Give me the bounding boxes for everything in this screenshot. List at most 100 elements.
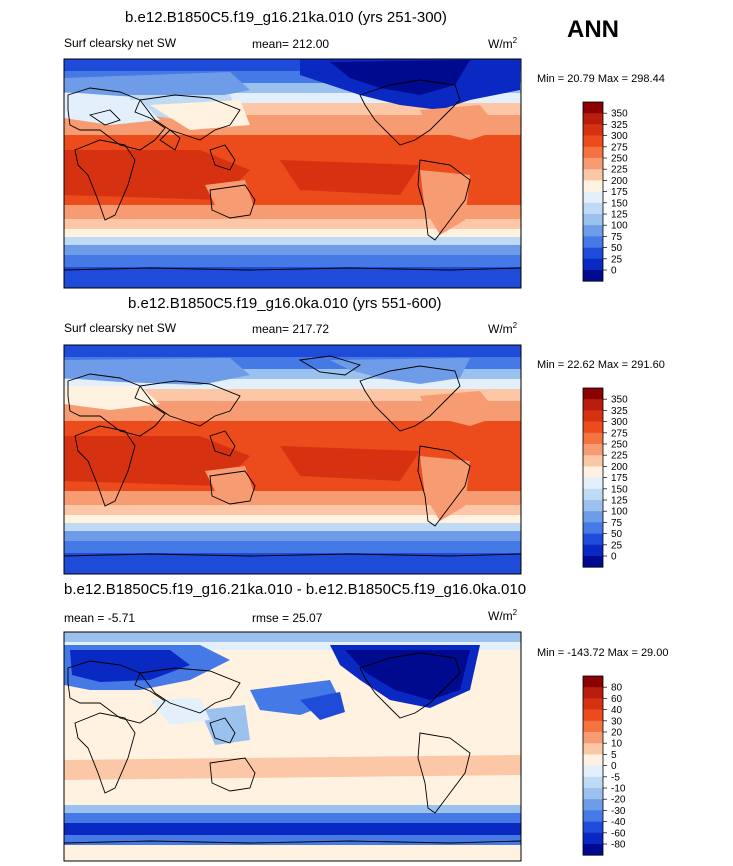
- colorbar-1-tick-label: 100: [611, 221, 628, 232]
- panel-1-minmax: Min = 20.79 Max = 298.44: [537, 73, 665, 85]
- colorbar-2-swatch: [583, 399, 603, 411]
- colorbar-1-tick-label: 225: [611, 165, 628, 176]
- colorbar-3-tick-label: 40: [611, 705, 623, 716]
- colorbar-1-tick-label: 175: [611, 187, 628, 198]
- season-label: ANN: [567, 16, 619, 43]
- colorbar-1-tick-label: 325: [611, 120, 628, 131]
- colorbar-3-swatch: [583, 709, 603, 722]
- colorbar-1-tick-label: 75: [611, 232, 623, 243]
- colorbar-3-swatch: [583, 765, 603, 778]
- colorbar-1-tick-label: 50: [611, 243, 623, 254]
- panel-3-units-text: W/m: [488, 609, 513, 623]
- colorbar-3-swatch: [583, 799, 603, 811]
- panel-2-units: W/m2: [488, 321, 517, 336]
- colorbar-2-swatch: [583, 511, 603, 523]
- colorbar-2-tick-label: 25: [611, 540, 623, 551]
- panel-2-map: [64, 345, 521, 574]
- colorbar-1-tick-label: 25: [611, 254, 623, 265]
- colorbar-1-swatch: [583, 158, 603, 170]
- colorbar-2-swatch: [583, 444, 603, 456]
- colorbar-2-tick-label: 250: [611, 440, 628, 451]
- colorbar-3-swatch: [583, 821, 603, 834]
- colorbar-2-swatch: [583, 466, 603, 478]
- colorbar-3-tick-label: 0: [611, 761, 617, 772]
- panel-1-frame: [63, 58, 522, 289]
- colorbar-2-swatch: [583, 533, 603, 546]
- colorbar-2-tick-label: 125: [611, 496, 628, 507]
- colorbar-3-swatch: [583, 720, 603, 733]
- colorbar-1-swatch: [583, 225, 603, 237]
- colorbar-2-tick-label: 200: [611, 462, 628, 473]
- colorbar-2-tick-label: 225: [611, 451, 628, 462]
- panel-1-title: b.e12.B1850C5.f19_g16.21ka.010 (yrs 251-…: [125, 9, 447, 26]
- colorbar-2-tick-label: 350: [611, 395, 628, 406]
- colorbar-2-swatch: [583, 544, 603, 557]
- colorbar-1-swatch: [583, 180, 603, 192]
- panel-3-title: b.e12.B1850C5.f19_g16.21ka.010 - b.e12.B…: [64, 581, 527, 598]
- colorbar-2-tick-label: 75: [611, 518, 623, 529]
- panel-2-minmax: Min = 22.62 Max = 291.60: [537, 359, 665, 371]
- colorbar-1-swatch: [583, 135, 603, 148]
- colorbar-3-swatch: [583, 788, 603, 800]
- panel-3-map: [64, 632, 521, 861]
- colorbar-3-swatch: [583, 844, 603, 856]
- colorbar-3-swatch: [583, 754, 603, 766]
- colorbar-2-tick-label: 100: [611, 507, 628, 518]
- colorbar-2-swatch: [583, 488, 603, 501]
- colorbar-2-tick-label: 325: [611, 406, 628, 417]
- panel-1-units-text: W/m: [488, 37, 513, 51]
- colorbar-1-swatch: [583, 214, 603, 226]
- colorbar-1-tick-label: 0: [611, 266, 617, 277]
- colorbar-3-swatch: [583, 776, 603, 789]
- panel-3-units: W/m2: [488, 608, 517, 623]
- colorbar-1-tick-label: 300: [611, 131, 628, 142]
- colorbar-2-swatch: [583, 500, 603, 512]
- colorbars: 3503253002752502252001751501251007550250…: [582, 101, 628, 856]
- colorbar-3-swatch: [583, 676, 603, 688]
- colorbar-2-swatch: [583, 455, 603, 467]
- colorbar-3-tick-label: -30: [611, 806, 626, 817]
- colorbar-3-tick-label: 10: [611, 739, 623, 750]
- colorbar-1-swatch: [583, 113, 603, 125]
- colorbar-1-swatch: [583, 270, 603, 282]
- panel-2-variable-label: Surf clearsky net SW: [64, 321, 177, 335]
- colorbar-1-tick-label: 125: [611, 210, 628, 221]
- colorbar-3-swatch: [583, 743, 603, 755]
- panel-2-mean-label: mean= 217.72: [252, 322, 330, 336]
- panel-1-units: W/m2: [488, 36, 517, 51]
- panel-2-title: b.e12.B1850C5.f19_g16.0ka.010 (yrs 551-6…: [128, 295, 442, 312]
- panel-1-mean-label: mean= 212.00: [252, 37, 330, 51]
- colorbar-3-swatch: [583, 698, 603, 710]
- colorbar-3-tick-label: 5: [611, 750, 617, 761]
- colorbar-2-tick-label: 50: [611, 529, 623, 540]
- colorbar-1-swatch: [583, 124, 603, 136]
- colorbar-2-tick-label: 300: [611, 417, 628, 428]
- colorbar-2-swatch: [583, 522, 603, 534]
- panel-2-units-sup: 2: [512, 321, 518, 330]
- colorbar-3-tick-label: 30: [611, 716, 623, 727]
- colorbar-3-tick-label: -10: [611, 784, 626, 795]
- colorbar-3-tick-label: -80: [611, 840, 626, 851]
- colorbar-1-swatch: [583, 236, 603, 248]
- panel-3-rmse-label: rmse = 25.07: [252, 611, 323, 625]
- colorbar-3-swatch: [583, 810, 603, 822]
- panel-2-frame: [63, 344, 522, 575]
- colorbar-1-tick-label: 275: [611, 142, 628, 153]
- colorbar-3-tick-label: -40: [611, 817, 626, 828]
- colorbar-3-tick-label: 60: [611, 694, 623, 705]
- colorbar-1-swatch: [583, 258, 603, 271]
- colorbar-3-swatch: [583, 687, 603, 699]
- colorbar-1-swatch: [583, 191, 603, 204]
- colorbar-2-tick-label: 175: [611, 473, 628, 484]
- panel-3-mean-label: mean = -5.71: [64, 611, 136, 625]
- panel-3-frame: [63, 631, 522, 862]
- colorbar-2-swatch: [583, 421, 603, 434]
- colorbar-2-tick-label: 0: [611, 552, 617, 563]
- colorbar-3-tick-label: 80: [611, 683, 623, 694]
- colorbar-1-swatch: [583, 202, 603, 215]
- panel-1-variable-label: Surf clearsky net SW: [64, 36, 177, 50]
